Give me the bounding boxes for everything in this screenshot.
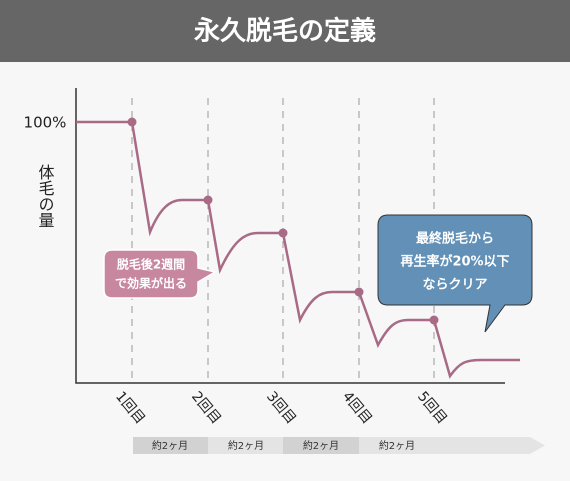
- header-band: [0, 0, 570, 62]
- timeline-label: 約2ヶ月: [303, 439, 339, 452]
- hair-curve: [76, 120, 520, 379]
- callout-pink: 脱毛後2週間 で効果が出る: [103, 249, 217, 299]
- timeline-label: 約2ヶ月: [152, 439, 188, 452]
- callout-text: 脱毛後2週間: [117, 257, 185, 272]
- callout-text: 再生率が20%以下: [400, 254, 509, 270]
- timeline-label: 約2ヶ月: [379, 439, 415, 452]
- title: 永久脱毛の定義: [194, 16, 376, 47]
- callout-text: 最終脱毛から: [416, 231, 494, 247]
- callout-text: で効果が出る: [115, 276, 187, 291]
- callout-blue: 最終脱毛から 再生率が20%以下 ならクリア: [377, 214, 533, 333]
- y-axis-title: 体毛の量: [36, 164, 55, 228]
- grid: [131, 98, 435, 383]
- callout-text: ならクリア: [422, 278, 487, 293]
- timeline-label: 約2ヶ月: [228, 439, 264, 452]
- timeline: 約2ヶ月 約2ヶ月 約2ヶ月 約2ヶ月: [133, 437, 545, 454]
- markers: [127, 117, 439, 325]
- y-top-label: 100%: [24, 114, 67, 132]
- axes: [75, 88, 505, 384]
